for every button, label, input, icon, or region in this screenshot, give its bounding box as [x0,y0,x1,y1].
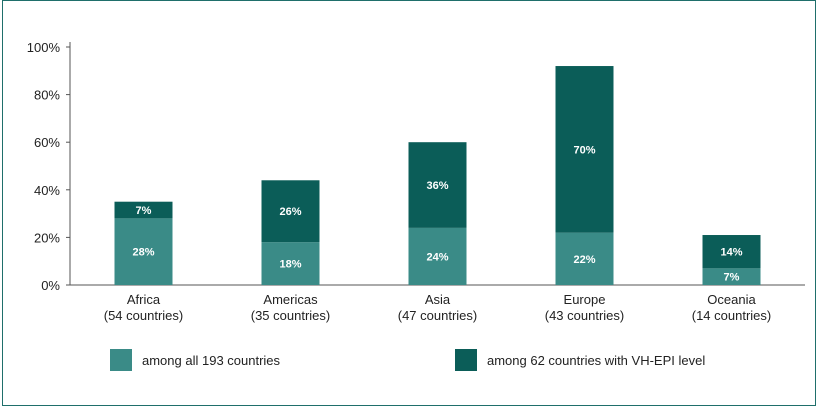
y-tick-label: 100% [27,40,61,55]
y-tick-label: 20% [34,230,60,245]
bar-vh-epi-1 [261,180,320,243]
bar-all-3 [555,232,614,285]
legend-item-vh-epi: among 62 countries with VH-EPI level [455,349,705,371]
x-category-label: Oceania [707,292,756,307]
bar-value-label: 7% [136,205,152,217]
y-tick-label: 80% [34,88,60,103]
y-tick-label: 40% [34,183,60,198]
legend-label-all: among all 193 countries [142,352,281,368]
bar-value-label: 36% [426,180,448,192]
bar-vh-epi-3 [555,66,614,233]
bar-value-label: 14% [720,247,742,259]
bar-vh-epi-0 [114,201,173,219]
bar-all-1 [261,242,320,285]
x-category-label: (43 countries) [545,308,624,323]
bar-value-label: 24% [426,251,448,263]
x-category-label: Europe [564,292,606,307]
bar-all-4 [702,268,761,285]
legend-swatch-vh-epi [455,349,477,371]
bar-all-0 [114,218,173,285]
bar-value-label: 26% [279,206,301,218]
legend-label-vh-epi: among 62 countries with VH-EPI level [487,352,706,368]
y-tick-label: 0% [41,278,60,293]
x-category-label: (14 countries) [692,308,771,323]
bar-value-label: 7% [724,272,740,284]
y-tick-label: 60% [34,135,60,150]
x-category-label: (54 countries) [104,308,183,323]
legend-swatch-all [110,349,132,371]
x-category-label: Africa [127,292,161,307]
bar-vh-epi-2 [408,142,467,228]
bar-vh-epi-4 [702,235,761,269]
bar-all-2 [408,227,467,285]
bar-value-label: 70% [573,144,595,156]
x-category-label: (35 countries) [251,308,330,323]
bar-value-label: 22% [573,254,595,266]
bar-value-label: 18% [279,259,301,271]
x-category-label: Asia [425,292,451,307]
x-category-label: Americas [263,292,318,307]
legend-item-all: among all 193 countries [110,349,280,371]
x-category-label: (47 countries) [398,308,477,323]
bar-value-label: 28% [132,247,154,259]
